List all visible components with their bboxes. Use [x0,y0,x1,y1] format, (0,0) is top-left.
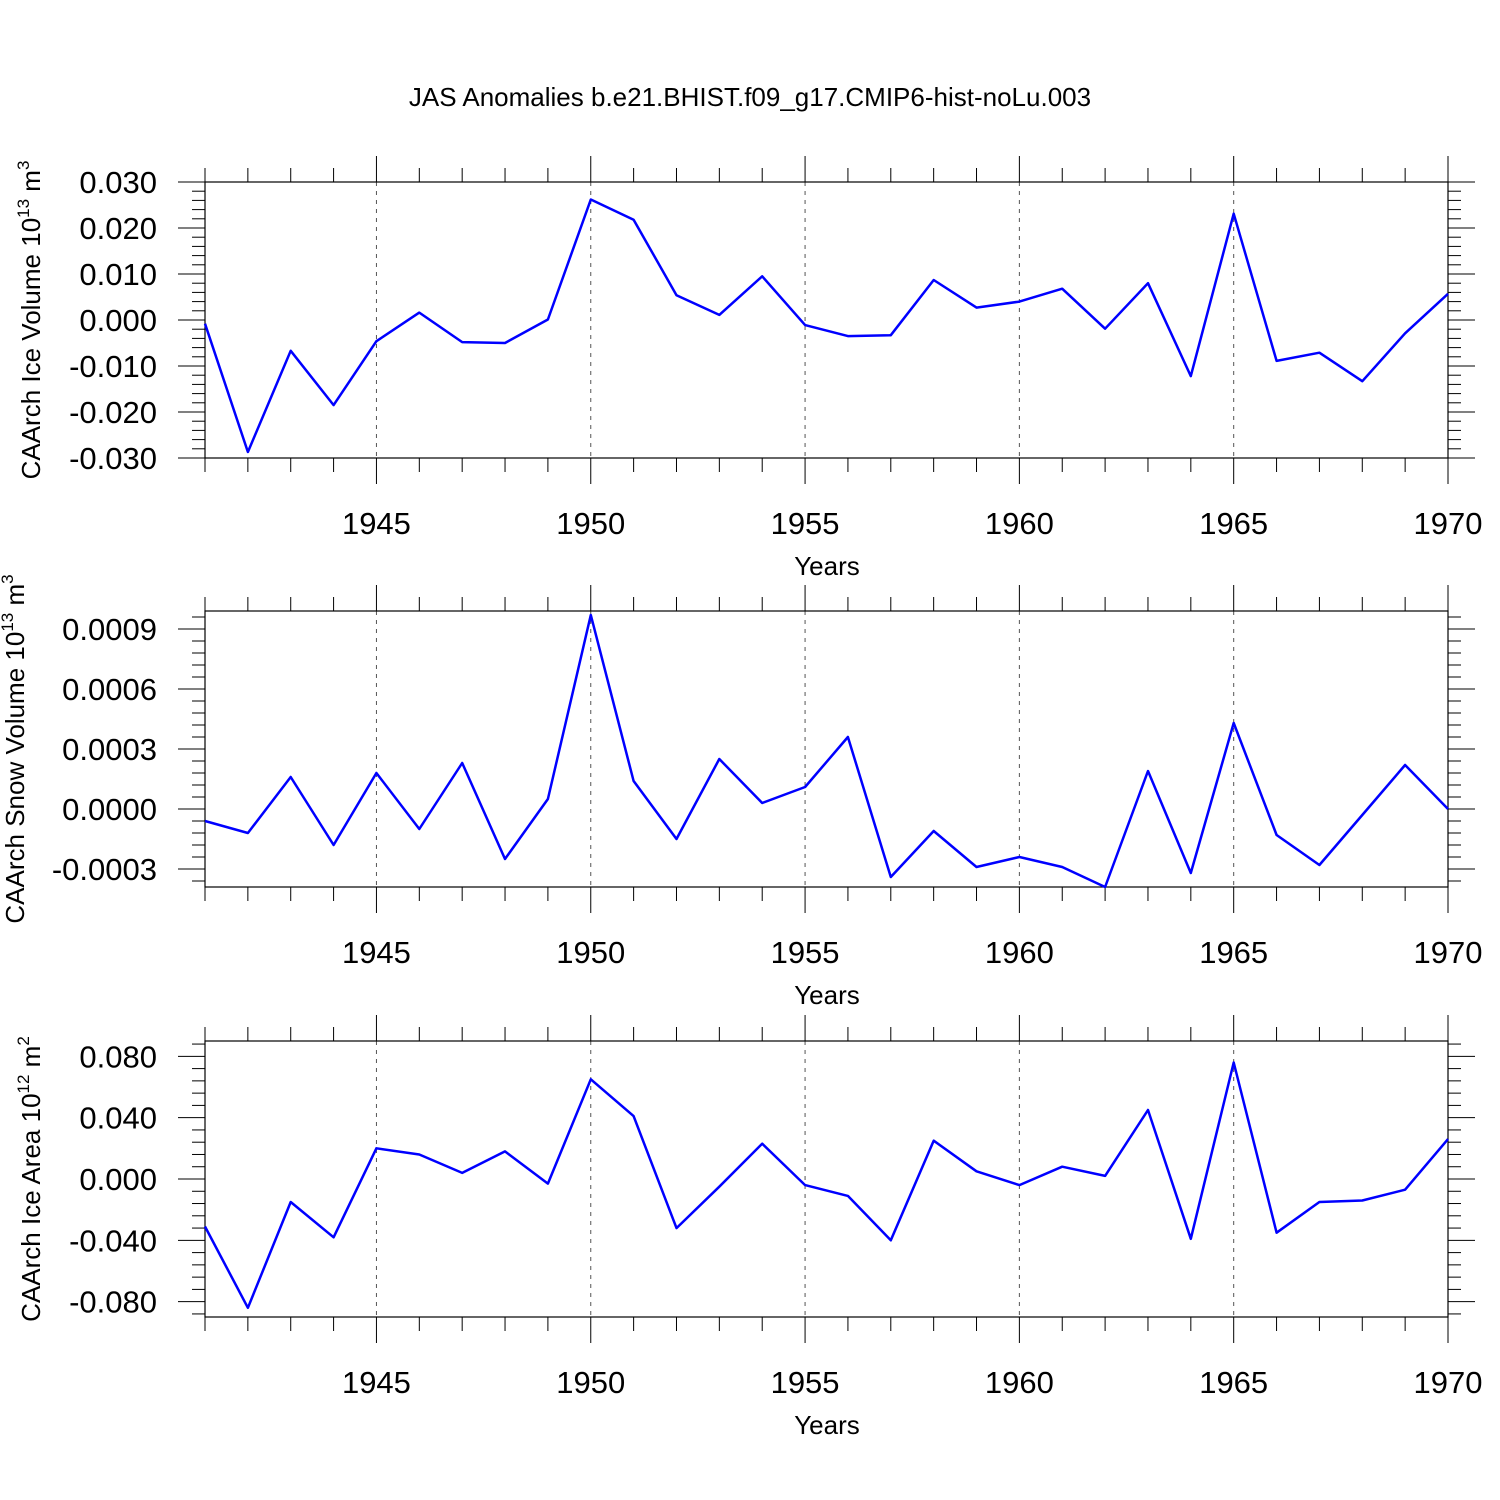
x-axis-label: Years [794,1410,860,1440]
series-line [203,198,1449,454]
y-tick-label: -0.080 [69,1285,157,1320]
y-tick-label: -0.010 [69,349,157,384]
panel-ice-volume: 0.030 0.020 0.010 0.000 -0.010 -0.020 -0.030 19… [14,156,1482,581]
x-tick-label: 1965 [1199,506,1268,541]
x-tick-label: 1950 [556,935,625,970]
x-tick-label: 1955 [771,506,840,541]
y-tick-label: -0.040 [69,1223,157,1258]
x-tick-label: 1970 [1414,1365,1483,1400]
x-axis-label: Years [794,551,860,581]
x-tick-label: 1965 [1199,935,1268,970]
panel-ice-area: 0.080 0.040 0.000 -0.040 -0.080 1945 1950 1955 1… [14,1015,1482,1440]
y-tick-label: -0.020 [69,395,157,430]
y-tick-label: 0.000 [79,303,157,338]
x-tick-label: 1945 [342,506,411,541]
x-tick-label: 1970 [1414,935,1483,970]
y-tick-label: -0.0003 [52,852,157,887]
y-tick-label: 0.020 [79,211,157,246]
series-line [204,613,1449,889]
x-tick-label: 1970 [1414,506,1483,541]
y-tick-label: 0.080 [79,1039,157,1074]
y-axis-label: CAArch Snow Volume 1013 m3 [0,574,30,923]
x-axis-label: Years [794,980,860,1010]
y-tick-label: 0.030 [79,165,157,200]
plot-frame [204,181,1449,459]
x-tick-label: 1955 [771,1365,840,1400]
y-axis-label: CAArch Ice Area 1012 m2 [14,1036,46,1322]
y-tick-label: 0.0009 [62,612,157,647]
y-tick-label: 0.0003 [62,732,157,767]
x-tick-label: 1950 [556,1365,625,1400]
series-line [203,1061,1449,1310]
chart-title: JAS Anomalies b.e21.BHIST.f09_g17.CMIP6-… [408,82,1092,112]
plot-frame [204,1040,1449,1318]
x-tick-label: 1960 [985,935,1054,970]
y-tick-label: -0.030 [69,441,157,476]
x-tick-label: 1950 [556,506,625,541]
panel-snow-volume: 0.0009 0.0006 0.0003 0.0000 -0.0003 1945 1950 1… [0,574,1482,1010]
y-tick-label: 0.0006 [62,672,157,707]
x-tick-label: 1955 [771,935,840,970]
x-tick-label: 1945 [342,935,411,970]
x-tick-label: 1965 [1199,1365,1268,1400]
y-tick-label: 0.0000 [62,792,157,827]
y-tick-label: 0.040 [79,1101,157,1136]
y-tick-label: 0.010 [79,257,157,292]
y-axis-label: CAArch Ice Volume 1013 m3 [14,161,46,480]
plot-frame [204,610,1449,888]
x-tick-label: 1960 [985,1365,1054,1400]
x-tick-label: 1945 [342,1365,411,1400]
x-tick-label: 1960 [985,506,1054,541]
y-tick-label: 0.000 [79,1162,157,1197]
